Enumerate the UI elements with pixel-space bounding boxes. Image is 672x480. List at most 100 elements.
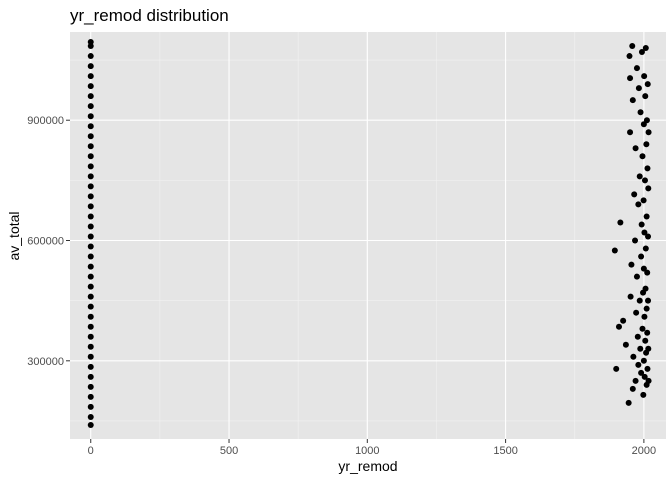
data-point	[638, 369, 645, 376]
data-point	[629, 97, 636, 104]
y-axis: 300000 600000 900000	[27, 115, 70, 368]
data-point	[87, 63, 94, 70]
data-point	[632, 237, 639, 244]
data-point	[87, 343, 94, 350]
data-point	[645, 185, 652, 192]
minor-gridlines	[70, 32, 666, 439]
data-point	[87, 403, 94, 410]
data-point	[641, 373, 648, 380]
data-point	[634, 333, 641, 340]
data-point	[641, 313, 648, 320]
data-point	[87, 383, 94, 390]
data-point	[635, 361, 642, 368]
data-point	[87, 243, 94, 250]
data-point	[87, 323, 94, 330]
data-point	[622, 341, 629, 348]
data-point	[635, 85, 642, 92]
data-point	[87, 223, 94, 230]
data-point	[632, 145, 639, 152]
x-axis: 0 500 1000 1500 2000	[88, 439, 656, 457]
data-point	[87, 83, 94, 90]
data-point	[87, 363, 94, 370]
data-point	[631, 191, 638, 198]
data-point	[645, 345, 652, 352]
data-point	[633, 309, 640, 316]
x-tick-label: 1000	[355, 445, 379, 457]
data-point	[633, 273, 640, 280]
y-tick-label: 600000	[27, 236, 64, 248]
data-point	[627, 129, 634, 136]
data-point	[625, 399, 632, 406]
data-point	[87, 313, 94, 320]
y-tick-label: 300000	[27, 356, 64, 368]
data-point	[87, 183, 94, 190]
data-point	[87, 333, 94, 340]
x-axis-title: yr_remod	[338, 458, 397, 474]
data-point	[627, 293, 634, 300]
data-point	[87, 163, 94, 170]
data-point	[639, 325, 646, 332]
data-point	[640, 357, 647, 364]
data-point	[645, 129, 652, 136]
data-point	[87, 393, 94, 400]
data-point	[87, 143, 94, 150]
data-point	[87, 93, 94, 100]
data-point	[611, 247, 618, 254]
data-point	[642, 45, 649, 52]
data-point	[630, 353, 637, 360]
data-point	[644, 81, 651, 88]
data-point	[642, 337, 649, 344]
data-point	[632, 377, 639, 384]
data-point	[87, 263, 94, 270]
data-point	[640, 197, 647, 204]
data-point	[643, 213, 650, 220]
y-tick-label: 900000	[27, 115, 64, 127]
data-point	[87, 233, 94, 240]
data-point	[642, 285, 649, 292]
data-point	[87, 421, 94, 428]
data-point	[640, 265, 647, 272]
data-point	[635, 201, 642, 208]
data-point	[644, 329, 651, 336]
data-point	[87, 273, 94, 280]
data-point	[639, 153, 646, 160]
data-point	[637, 345, 644, 352]
data-point	[645, 377, 652, 384]
data-point	[636, 297, 643, 304]
data-point	[615, 323, 622, 330]
data-point	[644, 165, 651, 172]
data-point	[87, 133, 94, 140]
x-tick-label: 0	[88, 445, 94, 457]
chart-title: yr_remod distribution	[70, 6, 229, 25]
data-point	[644, 365, 651, 372]
data-point	[87, 103, 94, 110]
data-point	[637, 109, 644, 116]
data-point	[643, 305, 650, 312]
data-point	[87, 173, 94, 180]
data-point	[617, 219, 624, 226]
data-point	[641, 177, 648, 184]
x-tick-label: 2000	[632, 445, 656, 457]
data-point	[87, 153, 94, 160]
y-axis-title: av_total	[6, 211, 22, 260]
data-point	[628, 261, 635, 268]
data-point	[642, 245, 649, 252]
data-point	[633, 65, 640, 72]
data-point	[87, 373, 94, 380]
data-point	[87, 303, 94, 310]
data-point	[87, 293, 94, 300]
data-point	[87, 39, 94, 46]
data-point	[645, 233, 652, 240]
data-point	[643, 141, 650, 148]
data-point	[87, 53, 94, 60]
data-point	[641, 229, 648, 236]
data-point	[87, 123, 94, 130]
data-point	[645, 297, 652, 304]
x-tick-label: 1500	[493, 445, 517, 457]
data-point	[644, 269, 651, 276]
data-point	[638, 221, 645, 228]
data-point	[87, 213, 94, 220]
data-point	[629, 43, 636, 50]
data-point	[87, 253, 94, 260]
